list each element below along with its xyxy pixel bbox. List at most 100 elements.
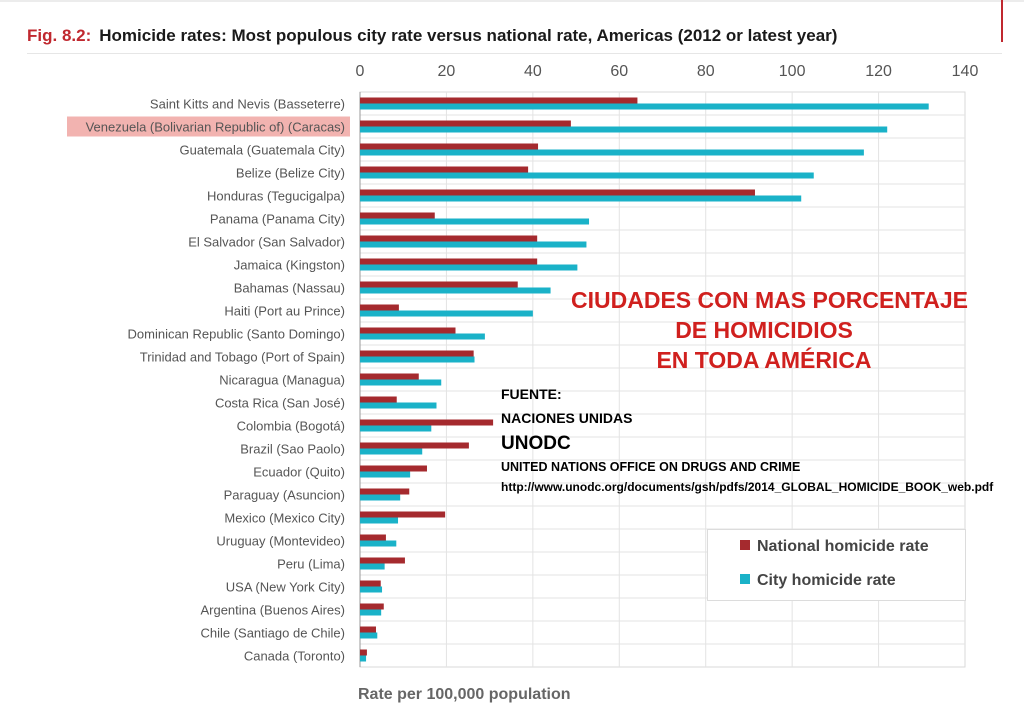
bar-city [360, 448, 423, 455]
bar-national [360, 189, 755, 196]
bar-national [360, 465, 427, 472]
category-label: Haiti (Port au Prince) [224, 304, 345, 319]
category-label: USA (New York City) [226, 580, 345, 595]
bar-city [360, 149, 864, 156]
bar-national [360, 580, 381, 587]
bar-national [360, 373, 419, 380]
bar-national [360, 258, 538, 265]
category-label: Dominican Republic (Santo Domingo) [128, 327, 346, 342]
overlay-headline-line3: EN TODA AMÉRICA [656, 347, 872, 373]
overlay-headline-line1: CIUDADES CON MAS PORCENTAJE [571, 287, 968, 313]
bar-national [360, 143, 539, 150]
category-label: El Salvador (San Salvador) [188, 235, 345, 250]
category-label: Jamaica (Kingston) [234, 258, 345, 273]
category-label: Chile (Santiago de Chile) [200, 626, 345, 641]
bar-national [360, 235, 538, 242]
bar-national [360, 212, 435, 219]
category-label: Mexico (Mexico City) [224, 511, 345, 526]
chart-legend: National homicide rate City homicide rat… [707, 529, 966, 601]
category-label: Colombia (Bogotá) [237, 419, 345, 434]
legend-item-city: City homicide rate [740, 572, 896, 590]
x-tick-label: 60 [610, 63, 628, 80]
bar-national [360, 396, 397, 403]
bar-city [360, 379, 442, 386]
bar-national [360, 442, 469, 449]
bar-city [360, 126, 888, 133]
category-label: Costa Rica (San José) [215, 396, 345, 411]
x-tick-label: 20 [438, 63, 456, 80]
category-label: Bahamas (Nassau) [234, 281, 345, 296]
category-label: Saint Kitts and Nevis (Basseterre) [150, 97, 345, 112]
bar-city [360, 632, 378, 639]
category-label: Paraguay (Asuncion) [224, 488, 345, 503]
bar-city [360, 333, 485, 340]
legend-swatch-national [740, 540, 750, 550]
legend-label-city: City homicide rate [757, 572, 896, 589]
category-label: Trinidad and Tobago (Port of Spain) [140, 350, 345, 365]
category-label: Ecuador (Quito) [253, 465, 345, 480]
category-label: Peru (Lima) [277, 557, 345, 572]
source-label: FUENTE: [501, 386, 562, 402]
bar-national [360, 166, 529, 173]
x-tick-label: 100 [779, 63, 806, 80]
top-border [0, 0, 1024, 2]
category-label: Panama (Panama City) [210, 212, 345, 227]
bar-national [360, 557, 405, 564]
source-org: NACIONES UNIDAS [501, 410, 633, 426]
bar-city [360, 402, 437, 409]
x-tick-label: 140 [952, 63, 979, 80]
bar-national [360, 488, 410, 495]
category-label: Uruguay (Montevideo) [216, 534, 345, 549]
legend-item-national: National homicide rate [740, 538, 929, 556]
category-label: Guatemala (Guatemala City) [180, 143, 345, 158]
category-label: Nicaragua (Managua) [219, 373, 345, 388]
x-tick-label: 0 [356, 63, 365, 80]
bar-city [360, 494, 401, 501]
category-label: Argentina (Buenos Aires) [200, 603, 345, 618]
category-label: Venezuela (Bolivarian Republic of) (Cara… [86, 120, 345, 135]
x-tick-label: 120 [865, 63, 892, 80]
bar-national [360, 304, 399, 311]
bar-national [360, 97, 638, 104]
figure-title-text: Homicide rates: Most populous city rate … [99, 26, 838, 45]
bar-national [360, 281, 518, 288]
bar-city [360, 609, 382, 616]
bar-city [360, 655, 367, 662]
bar-national [360, 511, 446, 518]
bar-city [360, 586, 383, 593]
legend-swatch-city [740, 574, 750, 584]
corner-accent-mark [1001, 0, 1003, 42]
bar-city [360, 264, 578, 271]
bar-national [360, 120, 571, 127]
bar-city [360, 310, 533, 317]
highlight-band [67, 116, 350, 137]
bar-city [360, 241, 587, 248]
category-label: Belize (Belize City) [236, 166, 345, 181]
legend-label-national: National homicide rate [757, 538, 929, 555]
source-acronym: UNODC [501, 433, 571, 454]
source-url: http://www.unodc.org/documents/gsh/pdfs/… [501, 480, 994, 494]
x-axis-title: Rate per 100,000 population [358, 686, 571, 703]
x-tick-label: 80 [697, 63, 715, 80]
bar-city [360, 195, 802, 202]
figure-title: Fig. 8.2: Homicide rates: Most populous c… [27, 26, 837, 46]
bar-city [360, 287, 551, 294]
category-label: Brazil (Sao Paolo) [240, 442, 345, 457]
bar-city [360, 471, 411, 478]
bar-city [360, 517, 399, 524]
category-label: Honduras (Tegucigalpa) [207, 189, 345, 204]
bar-city [360, 563, 385, 570]
bar-national [360, 649, 367, 656]
title-rule [27, 53, 1002, 54]
bar-national [360, 534, 386, 541]
bar-city [360, 425, 432, 432]
bar-city [360, 540, 397, 547]
x-tick-label: 40 [524, 63, 542, 80]
bar-national [360, 603, 384, 610]
bar-city [360, 103, 929, 110]
bar-national [360, 419, 494, 426]
bar-city [360, 356, 475, 363]
overlay-headline-line2: DE HOMICIDIOS [675, 317, 853, 343]
figure-number: Fig. 8.2: [27, 26, 92, 45]
